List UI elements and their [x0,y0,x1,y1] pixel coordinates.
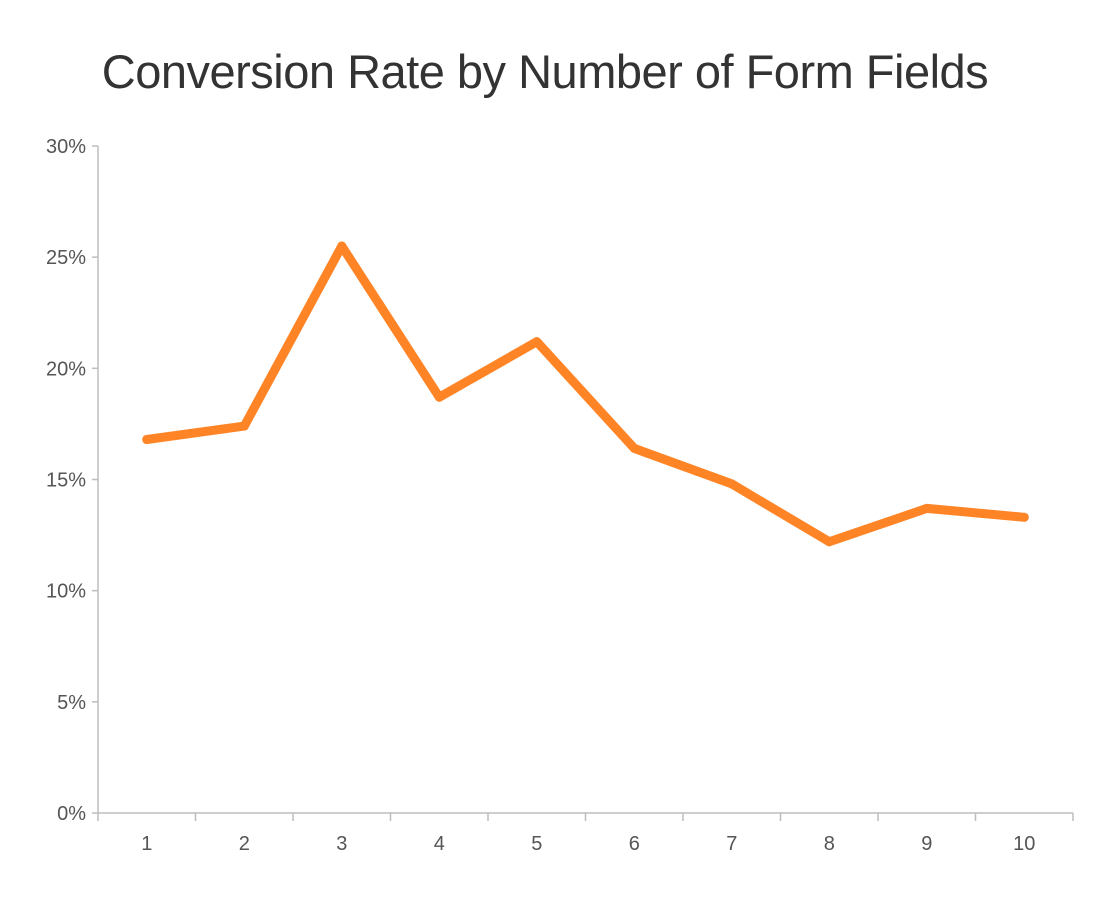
x-tick-label: 9 [921,833,932,855]
y-axis: 0% 5% 10% 15% 20% 25% 30% [46,136,99,825]
y-tick-label: 0% [57,803,86,825]
data-point [824,537,834,547]
data-point [142,434,152,444]
data-point [434,392,444,402]
x-tick-label: 7 [726,833,737,855]
x-tick-label: 3 [336,833,347,855]
y-tick-label: 15% [46,470,86,492]
y-tick-label: 10% [46,581,86,603]
data-point [239,421,249,431]
y-tick-label: 20% [46,358,86,380]
x-tick-label: 2 [239,833,250,855]
x-tick-label: 4 [434,833,445,855]
y-tick-label: 25% [46,247,86,269]
x-tick-label: 8 [824,833,835,855]
series-line [142,241,1029,547]
series-layer [142,241,1029,547]
x-axis: 1 2 3 4 5 6 7 8 9 10 [97,812,1074,855]
y-tick-label: 30% [46,136,86,158]
x-tick-label: 5 [531,833,542,855]
data-point [532,337,542,347]
chart-title: Conversion Rate by Number of Form Fields [101,45,989,98]
data-point [727,479,737,489]
data-point [922,503,932,513]
data-point [337,241,347,251]
x-tick-label: 10 [1013,833,1035,855]
y-tick-label: 5% [57,692,86,714]
data-point [1019,512,1029,522]
data-point [629,443,639,453]
x-tick-label: 1 [141,833,152,855]
x-tick-label: 6 [629,833,640,855]
